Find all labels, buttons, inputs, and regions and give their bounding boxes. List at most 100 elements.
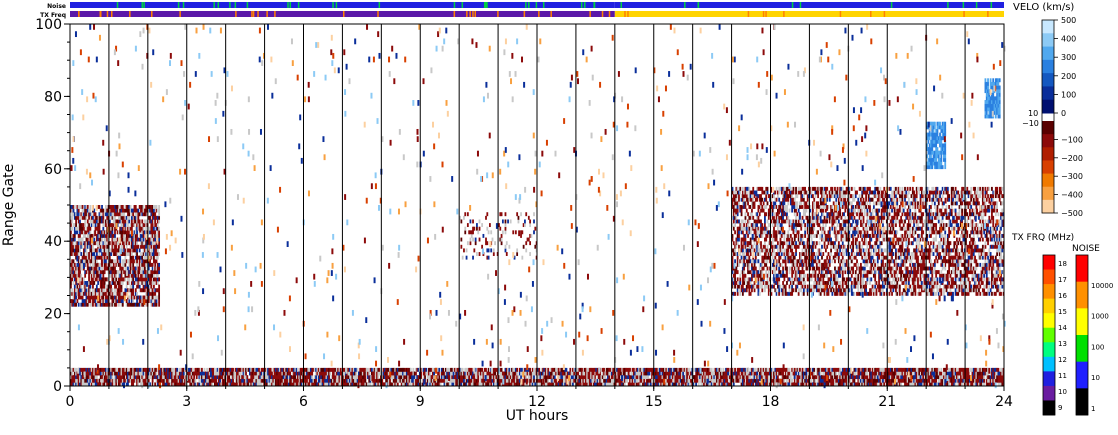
strip-tick xyxy=(246,2,249,8)
scatter-cell xyxy=(581,375,583,380)
scatter-cell xyxy=(249,382,251,387)
scatter-cell xyxy=(254,378,257,383)
scatter-cell xyxy=(378,378,381,383)
scatter-cell xyxy=(138,212,141,217)
scatter-cell xyxy=(102,277,105,282)
scatter-cell xyxy=(734,208,736,213)
scatter-cell xyxy=(882,375,884,380)
scatter-cell xyxy=(95,255,98,260)
scatter-cell xyxy=(121,233,124,238)
scatter-cell xyxy=(997,375,1000,380)
scatter-cell xyxy=(993,371,996,376)
scatter-cell xyxy=(857,367,860,372)
scatter-cell xyxy=(703,371,705,376)
scatter-cell xyxy=(635,371,638,376)
scatter-cell xyxy=(553,367,556,372)
scatter-cell xyxy=(88,270,90,275)
scatter-cell xyxy=(156,248,159,253)
scatter-cell xyxy=(804,367,807,372)
scatter-cell xyxy=(115,277,118,282)
scatter-cell xyxy=(673,367,676,372)
scatter-cell xyxy=(486,371,489,376)
scatter-cell xyxy=(876,382,879,387)
scatter-cell xyxy=(176,382,179,387)
scatter-cell xyxy=(559,371,561,376)
scatter-cell xyxy=(966,378,969,383)
scatter-cell xyxy=(767,382,770,387)
scatter-cell xyxy=(71,291,74,296)
scatter-cell xyxy=(339,382,342,387)
scatter-cell xyxy=(828,371,831,376)
scatter-cell xyxy=(319,378,321,383)
scatter-cell xyxy=(734,284,736,289)
scatter-cell xyxy=(151,299,154,304)
scatter-cell xyxy=(665,378,668,383)
scatter-cell xyxy=(511,382,513,387)
scatter-cell xyxy=(732,291,735,296)
scatter-cell xyxy=(389,367,391,372)
scatter-cell xyxy=(147,230,150,235)
scatter-cell xyxy=(313,367,316,372)
scatter-cell xyxy=(155,208,158,213)
scatter-cell xyxy=(277,367,280,372)
scatter-cell xyxy=(75,219,77,224)
scatter-cell xyxy=(514,382,517,387)
scatter-cell xyxy=(655,382,657,387)
scatter-cell xyxy=(739,281,742,285)
scatter-cell xyxy=(426,382,429,387)
scatter-cell xyxy=(1001,375,1004,380)
scatter-cell xyxy=(723,382,726,387)
scatter-cell xyxy=(622,375,625,380)
scatter-cell xyxy=(718,375,721,380)
scatter-cell xyxy=(987,367,989,372)
scatter-cell xyxy=(351,378,354,383)
scatter-cell xyxy=(180,378,183,383)
scatter-cell xyxy=(175,378,177,383)
scatter-cell xyxy=(607,382,609,387)
scatter-cell xyxy=(583,367,586,372)
scatter-cell xyxy=(836,375,839,380)
scatter-cell xyxy=(975,367,978,372)
scatter-cell xyxy=(77,205,80,209)
strip-tick xyxy=(624,11,626,17)
scatter-cell xyxy=(73,223,76,228)
scatter-cell xyxy=(85,295,88,300)
scatter-cell xyxy=(477,382,480,387)
scatter-cell xyxy=(647,371,650,376)
scatter-cell xyxy=(719,371,722,376)
scatter-cell xyxy=(98,215,101,220)
scatter-cell xyxy=(678,371,681,376)
scatter-cell xyxy=(133,270,136,275)
scatter-cell xyxy=(920,371,923,376)
scatter-cell xyxy=(112,215,115,220)
scatter-cell xyxy=(965,367,967,372)
scatter-cell xyxy=(645,382,648,387)
scatter-cell xyxy=(968,367,971,372)
scatter-cell xyxy=(579,382,582,387)
scatter-cell xyxy=(871,367,874,372)
scatter-cell xyxy=(342,375,345,380)
scatter-cell xyxy=(841,371,844,376)
scatter-cell xyxy=(216,367,219,372)
scatter-cell xyxy=(219,371,221,376)
scatter-cell xyxy=(542,367,544,372)
scatter-cell xyxy=(88,215,90,220)
scatter-cell xyxy=(156,375,159,380)
scatter-cell xyxy=(469,378,472,383)
scatter-cell xyxy=(639,375,642,380)
scatter-cell xyxy=(378,371,381,376)
scatter-cell xyxy=(85,241,88,246)
scatter-cell xyxy=(996,378,999,383)
scatter-cell xyxy=(483,371,486,376)
strip-tick xyxy=(472,11,474,17)
scatter-cell xyxy=(818,371,821,376)
scatter-cell xyxy=(797,371,800,376)
scatter-cell xyxy=(422,371,425,376)
scatter-cell xyxy=(645,371,648,376)
scatter-cell xyxy=(889,371,892,376)
scatter-cell xyxy=(653,375,656,380)
scatter-cell xyxy=(325,378,328,383)
scatter-cell xyxy=(123,259,125,264)
scatter-cell xyxy=(129,205,132,209)
scatter-cell xyxy=(123,371,125,376)
